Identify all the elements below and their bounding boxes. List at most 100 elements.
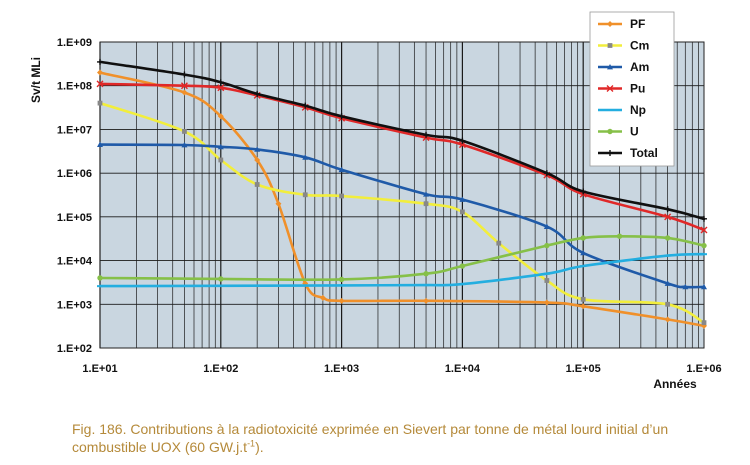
series-layer	[96, 58, 708, 329]
data-point	[254, 146, 261, 152]
data-point	[544, 278, 550, 283]
data-point	[96, 80, 104, 88]
y-tick-label: 1.E+09	[57, 37, 92, 49]
data-point	[616, 233, 623, 239]
data-point	[543, 223, 550, 229]
series-am	[97, 141, 707, 290]
data-point	[665, 301, 671, 307]
legend-item-np: Np	[598, 103, 646, 117]
data-point	[543, 170, 550, 177]
data-point	[664, 206, 671, 213]
series-line	[98, 252, 706, 288]
data-point	[423, 131, 430, 138]
data-point	[218, 276, 224, 282]
radiotoxicity-chart: 1.E+09 1.E+08 1.E+07 1.E+06 1.E+05 1.E+04 1.E+…	[29, 11, 722, 391]
data-point	[302, 102, 309, 109]
data-point	[664, 235, 671, 241]
caption-superscript: -1	[247, 438, 256, 449]
series-np	[97, 252, 707, 288]
data-point	[664, 213, 672, 221]
legend-label: Pu	[630, 82, 645, 96]
data-point	[544, 242, 550, 249]
x-tick-label: 1.E+06	[686, 363, 721, 375]
data-point	[700, 226, 708, 234]
data-point	[701, 283, 707, 290]
x-axis-title: Années	[653, 377, 697, 391]
legend-item-am: Am	[598, 60, 649, 74]
legend-item-pf: PF	[598, 17, 645, 31]
data-point	[460, 209, 465, 215]
data-point	[97, 275, 103, 281]
data-point	[664, 280, 671, 286]
data-point	[580, 188, 587, 195]
data-point	[682, 283, 689, 290]
legend-item-cm: Cm	[598, 39, 649, 53]
data-point	[607, 128, 613, 135]
data-point	[580, 235, 586, 241]
series-line	[98, 60, 706, 221]
data-point	[607, 150, 613, 156]
data-point	[182, 129, 187, 134]
figure-caption: Fig. 186. Contributions à la radiotoxici…	[72, 420, 732, 456]
data-point	[302, 154, 309, 160]
data-point	[607, 43, 613, 48]
data-point	[607, 64, 613, 70]
data-point	[319, 294, 326, 301]
data-point	[254, 90, 261, 97]
y-tick-label: 1.E+02	[57, 343, 92, 355]
data-point	[97, 141, 103, 147]
y-tick-label: 1.E+07	[57, 124, 92, 136]
data-point	[217, 79, 224, 86]
data-point	[423, 191, 430, 197]
series-cm	[97, 100, 707, 326]
data-point	[338, 297, 345, 304]
caption-text: Fig. 186. Contributions à la radiotoxici…	[72, 421, 669, 455]
y-axis-title: Sv/t MLi	[29, 57, 43, 103]
legend-label: Np	[630, 103, 646, 117]
data-point	[217, 113, 224, 120]
x-tick-label: 1.E+01	[82, 363, 117, 375]
data-point	[606, 85, 614, 92]
y-tick-label: 1.E+06	[57, 168, 92, 180]
y-tick-label: 1.E+08	[57, 81, 92, 93]
data-point	[701, 320, 707, 326]
data-point	[217, 143, 224, 150]
data-point	[338, 276, 345, 283]
data-point	[459, 196, 466, 202]
data-point	[459, 263, 466, 269]
data-point	[97, 58, 103, 65]
legend-label: Cm	[630, 39, 649, 53]
data-point	[338, 166, 345, 173]
data-point	[181, 89, 188, 96]
data-point	[580, 303, 587, 310]
data-point	[181, 142, 188, 148]
x-tick-label: 1.E+03	[324, 363, 359, 375]
data-point	[701, 242, 707, 249]
data-point	[580, 249, 587, 256]
data-point	[302, 192, 308, 198]
data-point	[180, 82, 188, 90]
data-point	[97, 100, 103, 106]
data-point	[217, 84, 225, 92]
legend-item-pu: Pu	[598, 82, 645, 96]
y-tick-label: 1.E+03	[57, 299, 92, 311]
data-point	[423, 271, 429, 277]
caption-text-end: ).	[255, 439, 264, 455]
x-tick-labels: 1.E+01 1.E+02 1.E+03 1.E+04 1.E+05 1.E+06	[82, 363, 721, 375]
legend-label: Am	[630, 60, 649, 74]
data-point	[181, 71, 188, 78]
legend-item-u: U	[598, 125, 639, 139]
data-point	[423, 201, 429, 207]
data-point	[580, 296, 586, 302]
data-point	[97, 69, 103, 76]
y-tick-label: 1.E+04	[57, 256, 93, 268]
legend-label: Total	[630, 146, 658, 160]
data-point	[664, 316, 671, 323]
x-tick-label: 1.E+05	[566, 363, 601, 375]
plot-border	[99, 41, 705, 349]
legend-label: PF	[630, 17, 645, 31]
series-u	[97, 233, 707, 283]
data-point	[459, 137, 466, 144]
data-point	[254, 182, 260, 187]
y-tick-labels: 1.E+09 1.E+08 1.E+07 1.E+06 1.E+05 1.E+04 1.E+…	[57, 37, 93, 355]
